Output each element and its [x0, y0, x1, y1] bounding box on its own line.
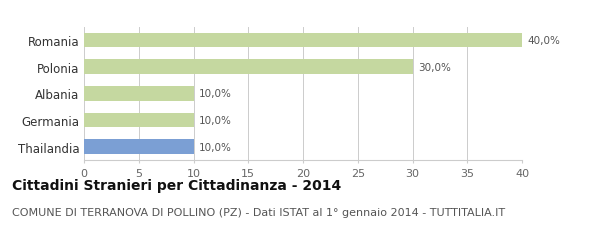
Legend: Europa, Asia: Europa, Asia: [244, 0, 362, 4]
Bar: [84, 140, 194, 154]
Text: 10,0%: 10,0%: [199, 89, 232, 99]
Bar: [84, 60, 413, 75]
Bar: [84, 113, 194, 128]
Text: COMUNE DI TERRANOVA DI POLLINO (PZ) - Dati ISTAT al 1° gennaio 2014 - TUTTITALIA: COMUNE DI TERRANOVA DI POLLINO (PZ) - Da…: [12, 207, 505, 217]
Text: 40,0%: 40,0%: [527, 36, 560, 46]
Text: Cittadini Stranieri per Cittadinanza - 2014: Cittadini Stranieri per Cittadinanza - 2…: [12, 178, 341, 192]
Bar: [84, 33, 522, 48]
Bar: [84, 87, 194, 101]
Text: 30,0%: 30,0%: [418, 62, 451, 72]
Text: 10,0%: 10,0%: [199, 142, 232, 152]
Text: 10,0%: 10,0%: [199, 115, 232, 125]
